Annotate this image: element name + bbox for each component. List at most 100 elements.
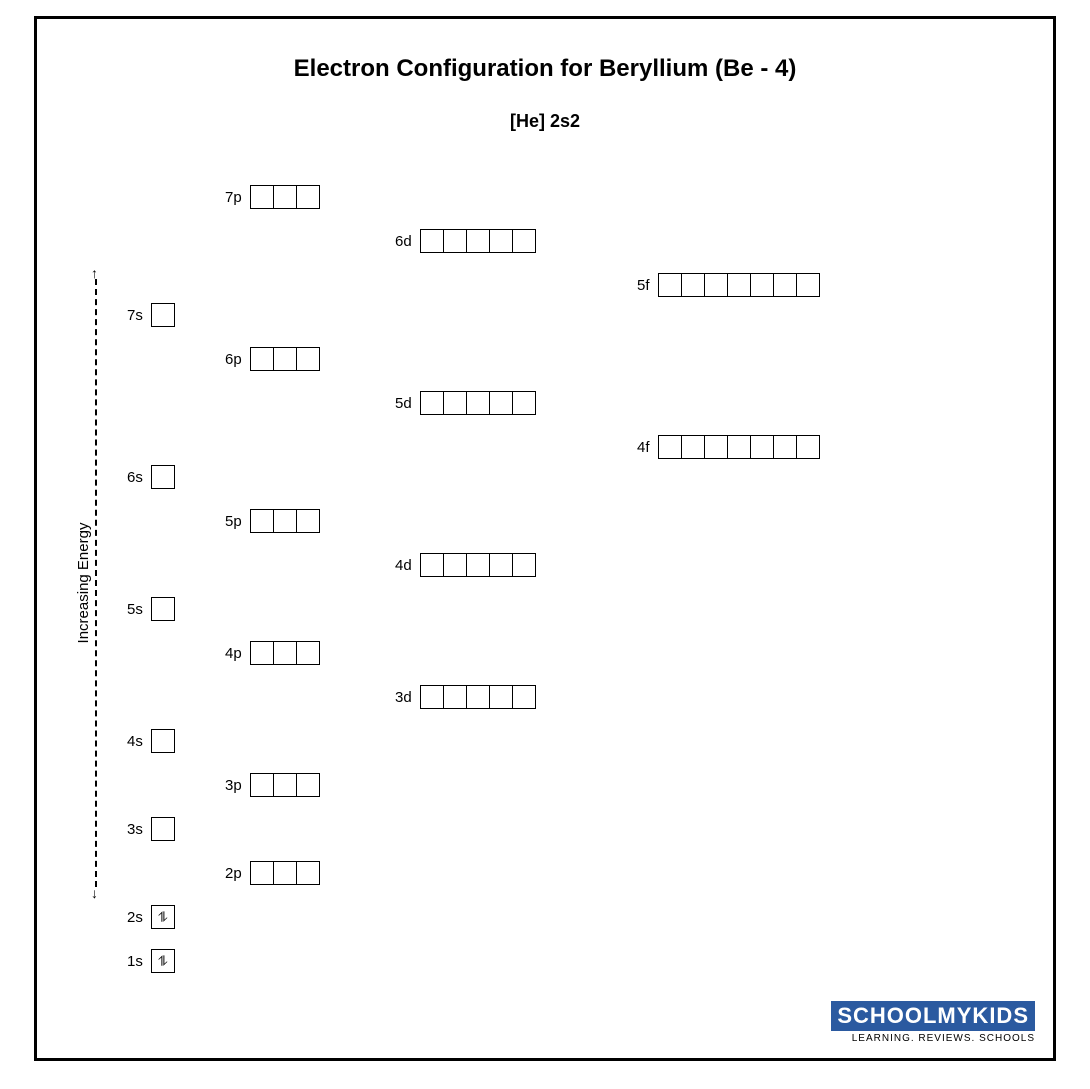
orbital-box: [704, 273, 728, 297]
orbital-box: [773, 273, 797, 297]
orbital-box: [296, 861, 320, 885]
orbital-label: 6p: [225, 351, 242, 368]
orbital-box: [658, 435, 682, 459]
orbital-label: 3s: [127, 821, 143, 838]
logo-main: SCHOOLMYKIDS: [831, 1001, 1035, 1031]
orbital-4s: 4s: [127, 729, 175, 753]
orbital-boxes: [250, 509, 320, 533]
orbital-box: [273, 861, 297, 885]
orbital-box: [796, 435, 820, 459]
orbital-box: [250, 347, 274, 371]
orbital-boxes: [250, 861, 320, 885]
orbital-label: 6s: [127, 469, 143, 486]
orbital-label: 4s: [127, 733, 143, 750]
orbital-box: [512, 685, 536, 709]
orbital-box: ⥮: [151, 905, 175, 929]
orbital-box: [750, 435, 774, 459]
orbital-4p: 4p: [225, 641, 320, 665]
logo-sub: LEARNING. REVIEWS. SCHOOLS: [831, 1033, 1035, 1044]
orbital-boxes: ⥮: [151, 905, 175, 929]
orbital-box: [489, 391, 513, 415]
orbital-label: 5s: [127, 601, 143, 618]
orbital-box: [681, 435, 705, 459]
orbital-5f: 5f: [637, 273, 820, 297]
orbital-6p: 6p: [225, 347, 320, 371]
orbital-box: [296, 347, 320, 371]
orbital-box: [250, 861, 274, 885]
orbital-box: [489, 229, 513, 253]
orbital-label: 5p: [225, 513, 242, 530]
orbital-boxes: ⥮: [151, 949, 175, 973]
orbital-6d: 6d: [395, 229, 536, 253]
orbital-box: [273, 641, 297, 665]
page: Electron Configuration for Beryllium (Be…: [0, 0, 1090, 1089]
orbital-5s: 5s: [127, 597, 175, 621]
orbital-boxes: [151, 729, 175, 753]
orbital-4d: 4d: [395, 553, 536, 577]
orbital-label: 4d: [395, 557, 412, 574]
orbital-boxes: [151, 465, 175, 489]
orbital-box: [443, 685, 467, 709]
orbital-box: [296, 641, 320, 665]
orbital-box: [773, 435, 797, 459]
orbital-label: 2s: [127, 909, 143, 926]
orbital-box: [296, 773, 320, 797]
orbital-box: [273, 347, 297, 371]
orbital-3s: 3s: [127, 817, 175, 841]
orbital-boxes: [250, 773, 320, 797]
orbital-box: [151, 465, 175, 489]
orbital-box: [466, 229, 490, 253]
orbital-6s: 6s: [127, 465, 175, 489]
orbital-box: [466, 391, 490, 415]
orbital-7s: 7s: [127, 303, 175, 327]
orbital-box: [658, 273, 682, 297]
orbital-4f: 4f: [637, 435, 820, 459]
orbital-box: [273, 773, 297, 797]
orbital-5d: 5d: [395, 391, 536, 415]
orbital-label: 5f: [637, 277, 650, 294]
orbital-label: 3d: [395, 689, 412, 706]
orbital-boxes: [420, 229, 536, 253]
orbital-box: [443, 229, 467, 253]
orbital-label: 4f: [637, 439, 650, 456]
orbital-box: [681, 273, 705, 297]
orbital-box: [466, 553, 490, 577]
orbital-1s: 1s⥮: [127, 949, 175, 973]
orbital-box: [489, 685, 513, 709]
orbital-label: 7p: [225, 189, 242, 206]
orbital-box: [796, 273, 820, 297]
orbital-boxes: [250, 185, 320, 209]
orbital-5p: 5p: [225, 509, 320, 533]
diagram-frame: Electron Configuration for Beryllium (Be…: [34, 16, 1056, 1061]
orbital-7p: 7p: [225, 185, 320, 209]
orbital-box: [273, 185, 297, 209]
orbital-box: [750, 273, 774, 297]
orbital-box: [466, 685, 490, 709]
orbital-box: [151, 817, 175, 841]
orbital-box: [296, 509, 320, 533]
orbital-box: [420, 229, 444, 253]
orbital-box: [512, 553, 536, 577]
orbital-box: [420, 553, 444, 577]
orbital-boxes: [420, 685, 536, 709]
orbital-boxes: [658, 435, 820, 459]
orbital-diagram: 7p6d5f7s6p5d4f6s5p4d5s4p3d4s3p3s2p2s⥮1s⥮: [37, 19, 1053, 1058]
orbital-boxes: [151, 303, 175, 327]
orbital-box: [420, 391, 444, 415]
orbital-box: [250, 509, 274, 533]
orbital-2p: 2p: [225, 861, 320, 885]
orbital-3d: 3d: [395, 685, 536, 709]
orbital-label: 7s: [127, 307, 143, 324]
orbital-boxes: [420, 553, 536, 577]
orbital-box: [704, 435, 728, 459]
orbital-box: [512, 391, 536, 415]
orbital-box: [443, 391, 467, 415]
orbital-boxes: [151, 597, 175, 621]
orbital-box: [250, 641, 274, 665]
orbital-box: [296, 185, 320, 209]
orbital-3p: 3p: [225, 773, 320, 797]
orbital-2s: 2s ⥮: [127, 905, 175, 929]
orbital-boxes: [658, 273, 820, 297]
orbital-label: 2p: [225, 865, 242, 882]
orbital-box: [151, 303, 175, 327]
